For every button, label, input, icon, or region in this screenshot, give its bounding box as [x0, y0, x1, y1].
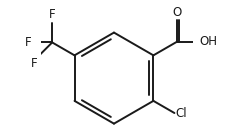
- Text: O: O: [172, 6, 182, 19]
- Text: OH: OH: [199, 35, 217, 48]
- Text: F: F: [25, 36, 32, 49]
- Text: Cl: Cl: [175, 107, 187, 120]
- Text: F: F: [31, 57, 38, 70]
- Text: F: F: [49, 8, 55, 21]
